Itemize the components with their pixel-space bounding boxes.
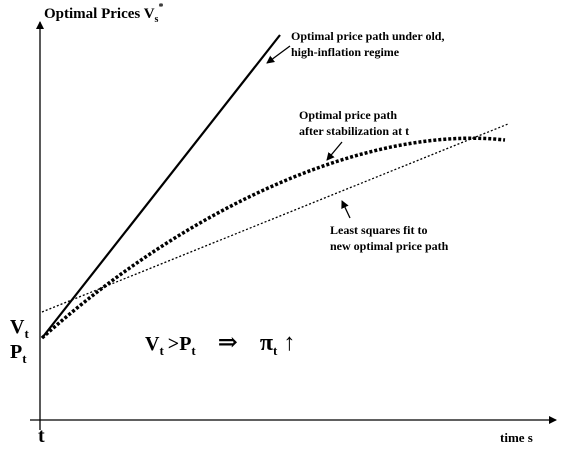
label-sub: t — [24, 326, 29, 341]
arrow — [266, 45, 291, 64]
least-squares-line — [41, 123, 509, 313]
annotation: new optimal price path — [330, 239, 449, 253]
x-axis-label: time s — [500, 430, 533, 445]
eq-sub: t — [191, 343, 196, 358]
y-axis-label: Optimal Prices Vs* — [44, 2, 163, 25]
arrow — [341, 200, 351, 219]
label-sub: s — [155, 14, 159, 25]
annotation: Optimal price path under old, — [291, 29, 444, 43]
equation: Vt >Pt ⇒ πt ↑ — [145, 330, 295, 358]
old-regime-path — [41, 34, 281, 339]
label-sub: t — [22, 351, 27, 366]
annotation: high-inflation regime — [291, 45, 400, 59]
label-main: Optimal Prices V — [44, 6, 155, 22]
eq-part: V — [145, 333, 160, 355]
y-label: Pt — [10, 341, 27, 366]
eq-sub: t — [273, 343, 278, 358]
eq-sub: t — [159, 343, 164, 358]
annotation: after stabilization at t — [299, 124, 409, 138]
eq-part: > — [168, 333, 179, 355]
annotation: Optimal price path — [299, 108, 397, 122]
arrow — [326, 141, 343, 161]
label-sup: * — [158, 2, 163, 13]
annotation: Least squares fit to — [330, 223, 427, 237]
eq-part: P — [179, 333, 191, 355]
eq-part: ⇒ — [218, 330, 238, 356]
eq-part: ↑ — [283, 330, 295, 356]
x-origin-label: t — [38, 425, 45, 447]
label-main: P — [10, 341, 22, 363]
eq-part: π — [260, 330, 273, 356]
y-label: Vt — [10, 316, 29, 341]
label-main: V — [10, 316, 25, 338]
